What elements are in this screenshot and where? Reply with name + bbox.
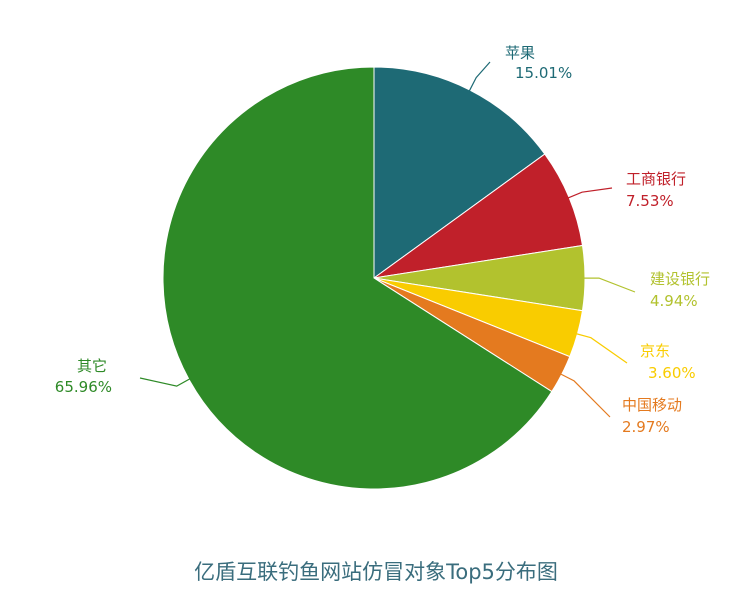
slice-percent-5: 65.96% [55, 378, 112, 396]
pie-chart: 苹果 15.01% 工商银行 7.53% 建设银行 4.94% 京东 3.60% 中国移动 2.9… [55, 44, 710, 490]
slice-label-2: 建设银行 [650, 270, 710, 288]
slice-label-5: 其它 [77, 357, 107, 375]
leader-line-slice-4 [559, 373, 611, 418]
slice-percent-4: 2.97% [622, 418, 670, 436]
slice-label-1: 工商银行 [626, 170, 686, 188]
chart-title: 亿盾互联钓鱼网站仿冒对象Top5分布图 [194, 560, 558, 584]
slice-label-3: 京东 [640, 342, 670, 360]
leader-line-slice-1 [566, 187, 613, 199]
leader-line-slice-0 [468, 61, 491, 93]
leader-line-slice-3 [575, 332, 628, 364]
pie-chart-svg: 苹果 15.01% 工商银行 7.53% 建设银行 4.94% 京东 3.60% 中国移动 2.9… [55, 44, 710, 490]
slice-percent-0: 15.01% [515, 64, 572, 82]
slice-percent-1: 7.53% [626, 192, 674, 210]
leader-line-slice-2 [583, 277, 636, 293]
slice-percent-2: 4.94% [650, 292, 698, 310]
slice-percent-3: 3.60% [648, 364, 696, 382]
slice-label-4: 中国移动 [622, 396, 682, 414]
slice-label-0: 苹果 [505, 44, 535, 62]
leader-line-slice-5 [139, 377, 191, 387]
